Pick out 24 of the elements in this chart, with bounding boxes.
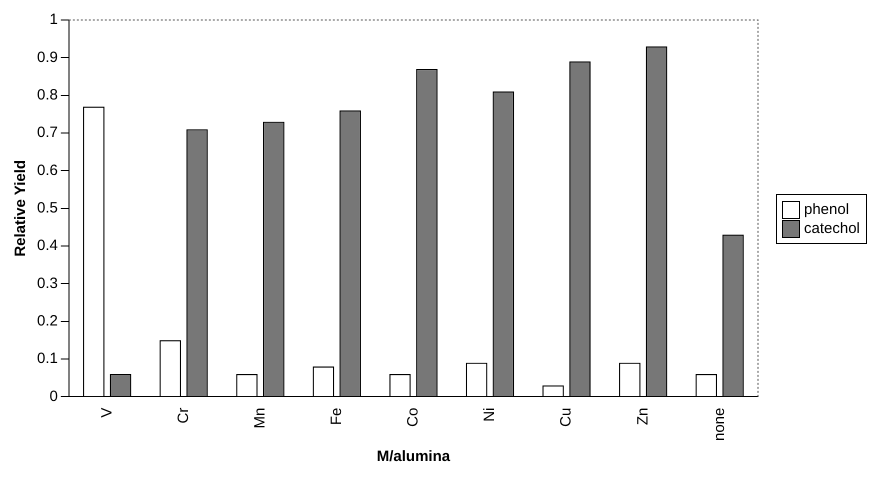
- x-tick-label: none: [710, 408, 728, 442]
- legend-label: phenol: [804, 201, 850, 218]
- y-tick-label: 0.6: [36, 162, 58, 179]
- x-tick-label: V: [98, 408, 116, 418]
- y-tick-label: 0: [50, 388, 58, 405]
- x-tick-label: Co: [404, 408, 422, 427]
- y-tick-label: 0.9: [36, 48, 58, 66]
- x-tick-label: Cr: [174, 408, 192, 424]
- x-tick-label: Fe: [328, 408, 345, 426]
- x-tick-label: Zn: [634, 408, 652, 426]
- x-axis-title: M/alumina: [376, 448, 451, 466]
- y-tick-label: 0.1: [36, 350, 58, 368]
- y-tick-label: 0.4: [36, 237, 58, 254]
- x-tick-label: Ni: [481, 408, 498, 422]
- y-tick-label: 0.8: [36, 86, 58, 104]
- y-tick-label: 1: [50, 11, 58, 28]
- y-tick-label: 0.3: [36, 274, 58, 292]
- y-axis-title: Relative Yield: [12, 160, 30, 257]
- y-tick-label: 0.7: [36, 124, 58, 142]
- y-tick-label: 0.2: [36, 312, 58, 330]
- y-tick-label: 0.5: [36, 199, 58, 216]
- legend-label: catechol: [804, 220, 860, 237]
- x-tick-label: Mn: [251, 408, 268, 428]
- x-tick-label: Cu: [558, 408, 575, 427]
